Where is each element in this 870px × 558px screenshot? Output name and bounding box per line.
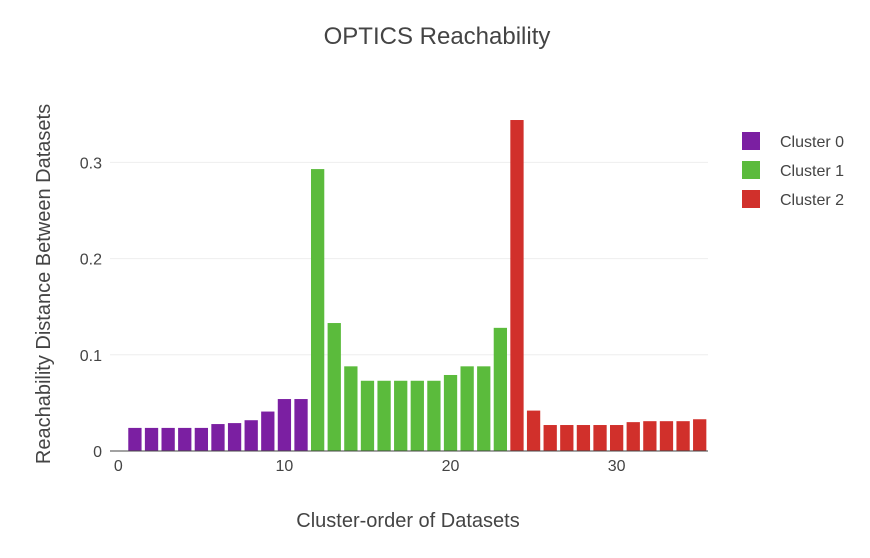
bar[interactable] (178, 427, 192, 451)
y-axis-title: Reachability Distance Between Datasets (33, 104, 55, 464)
bar[interactable] (144, 427, 159, 451)
bar[interactable] (626, 422, 640, 451)
y-tick-label: 0.3 (80, 155, 102, 172)
legend[interactable]: Cluster 0 Cluster 1 Cluster 2 (742, 132, 844, 209)
x-tick-label: 30 (608, 458, 626, 475)
x-tick-label: 20 (442, 458, 460, 475)
bar[interactable] (394, 380, 408, 451)
bar[interactable] (526, 410, 541, 451)
y-tick-label: 0.2 (80, 252, 102, 269)
bar[interactable] (643, 421, 657, 451)
x-axis-ticks: 0 10 20 30 (114, 458, 626, 475)
gridlines (110, 161, 708, 356)
bar[interactable] (460, 366, 474, 451)
bar[interactable] (377, 380, 391, 451)
bar[interactable] (128, 427, 142, 451)
bar[interactable] (560, 425, 574, 451)
legend-label[interactable]: Cluster 2 (780, 192, 844, 209)
bar[interactable] (327, 323, 341, 451)
bar[interactable] (294, 399, 308, 451)
bar[interactable] (227, 423, 242, 451)
bar[interactable] (310, 169, 325, 451)
x-axis-title: Cluster-order of Datasets (296, 510, 519, 532)
bar[interactable] (543, 425, 557, 451)
bar[interactable] (410, 380, 424, 451)
bar[interactable] (427, 380, 441, 451)
bars (128, 120, 707, 452)
bar[interactable] (277, 399, 292, 451)
bar[interactable] (576, 425, 591, 451)
bar[interactable] (609, 425, 624, 451)
legend-swatch[interactable] (742, 161, 760, 179)
legend-label[interactable]: Cluster 0 (780, 134, 844, 151)
bar[interactable] (161, 427, 175, 451)
legend-swatch[interactable] (742, 190, 760, 208)
bar[interactable] (493, 327, 508, 451)
bar[interactable] (194, 427, 209, 451)
bar[interactable] (261, 411, 275, 451)
bar[interactable] (244, 420, 258, 451)
bar[interactable] (344, 366, 358, 451)
bar[interactable] (360, 380, 375, 451)
bar[interactable] (676, 421, 690, 451)
x-tick-label: 0 (114, 458, 123, 475)
bar[interactable] (510, 120, 524, 452)
bar[interactable] (443, 374, 458, 451)
bar[interactable] (211, 424, 225, 451)
bar[interactable] (593, 425, 607, 451)
bar[interactable] (659, 421, 674, 451)
chart-title: OPTICS Reachability (324, 23, 551, 50)
legend-swatch[interactable] (742, 132, 760, 150)
y-tick-label: 0.1 (80, 348, 102, 365)
y-tick-label: 0 (93, 444, 102, 461)
bar[interactable] (477, 366, 491, 451)
x-tick-label: 10 (276, 458, 294, 475)
legend-label[interactable]: Cluster 1 (780, 163, 844, 180)
y-axis-ticks: 0 0.1 0.2 0.3 (80, 155, 102, 461)
bar[interactable] (693, 419, 707, 451)
